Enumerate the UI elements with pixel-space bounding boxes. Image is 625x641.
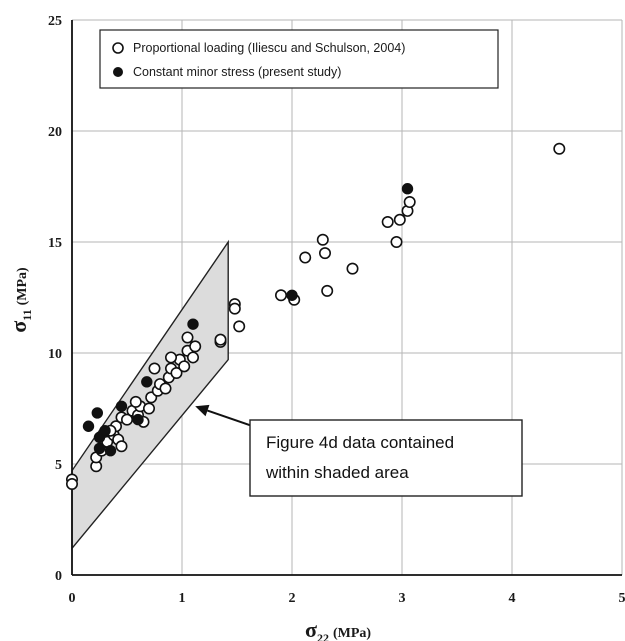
data-point-proportional <box>115 440 128 453</box>
legend: Proportional loading (Iliescu and Schuls… <box>99 29 499 89</box>
legend-label-proportional: Proportional loading (Iliescu and Schuls… <box>133 41 405 55</box>
data-point-constant <box>115 400 128 412</box>
data-point-constant <box>401 183 414 195</box>
data-point-proportional <box>148 362 161 375</box>
data-point-proportional <box>228 302 241 315</box>
x-tick-label: 3 <box>399 591 406 606</box>
data-point-proportional <box>66 477 79 490</box>
y-tick-label: 15 <box>48 236 62 251</box>
data-point-proportional <box>189 340 202 353</box>
data-point-constant <box>104 444 117 457</box>
tick-labels: 0 1 2 3 4 5 0 5 10 15 20 25 <box>48 14 625 606</box>
data-point-proportional <box>274 289 287 302</box>
data-point-proportional <box>187 351 200 364</box>
y-axis-symbol: σ <box>6 321 31 333</box>
data-point-proportional <box>214 333 227 346</box>
y-axis-unit: (MPa) <box>15 267 30 305</box>
x-axis-symbol: σ <box>305 617 317 641</box>
data-point-proportional <box>181 331 194 344</box>
annotation: Figure 4d data contained within shaded a… <box>195 404 523 497</box>
data-point-proportional <box>170 366 183 379</box>
x-tick-label: 4 <box>509 591 516 606</box>
legend-marker-filled <box>113 67 123 77</box>
data-points <box>66 142 566 490</box>
legend-marker-open <box>112 42 124 54</box>
x-tick-label: 1 <box>179 591 186 606</box>
data-point-proportional <box>299 251 312 264</box>
x-axis-subscript: 22 <box>317 631 329 641</box>
y-tick-label: 25 <box>48 14 62 29</box>
y-tick-label: 20 <box>48 125 62 140</box>
data-point-proportional <box>381 216 394 229</box>
data-point-proportional <box>346 262 359 275</box>
y-tick-label: 5 <box>55 458 62 473</box>
data-point-proportional <box>318 247 331 260</box>
annotation-arrowhead <box>195 404 210 417</box>
data-point-constant <box>91 407 104 419</box>
annotation-line-2: within shaded area <box>265 463 409 482</box>
data-point-constant <box>93 442 106 455</box>
legend-box <box>99 29 499 89</box>
data-point-proportional <box>143 402 156 415</box>
legend-label-constant: Constant minor stress (present study) <box>133 65 341 79</box>
data-point-proportional <box>159 382 172 395</box>
data-point-proportional <box>178 360 191 373</box>
x-axis-unit: (MPa) <box>333 626 371 641</box>
data-point-proportional <box>129 395 142 408</box>
y-tick-label: 10 <box>48 347 62 362</box>
data-point-constant <box>187 318 199 330</box>
y-tick-label: 0 <box>55 569 62 584</box>
x-tick-label: 5 <box>619 591 625 606</box>
y-axis-subscript: 11 <box>20 309 34 320</box>
data-point-constant <box>141 376 153 388</box>
data-point-proportional <box>121 413 134 426</box>
data-point-proportional <box>390 236 403 249</box>
data-point-proportional <box>316 233 329 246</box>
data-point-proportional <box>403 196 416 209</box>
y-axis-title: σ11 (MPa) <box>6 267 34 333</box>
data-point-proportional <box>393 213 406 226</box>
data-point-constant <box>82 420 95 432</box>
annotation-box <box>249 419 523 497</box>
data-point-constant <box>99 425 111 437</box>
annotation-line-1: Figure 4d data contained <box>266 433 454 452</box>
data-point-proportional <box>165 351 178 364</box>
x-axis-title: σ22 (MPa) <box>305 617 371 641</box>
data-point-proportional <box>321 284 334 297</box>
data-point-constant <box>286 289 298 301</box>
x-tick-label: 0 <box>69 591 76 606</box>
data-point-constant <box>132 413 144 426</box>
x-tick-label: 2 <box>289 591 296 606</box>
data-point-proportional <box>553 142 566 155</box>
data-point-proportional <box>233 320 246 333</box>
